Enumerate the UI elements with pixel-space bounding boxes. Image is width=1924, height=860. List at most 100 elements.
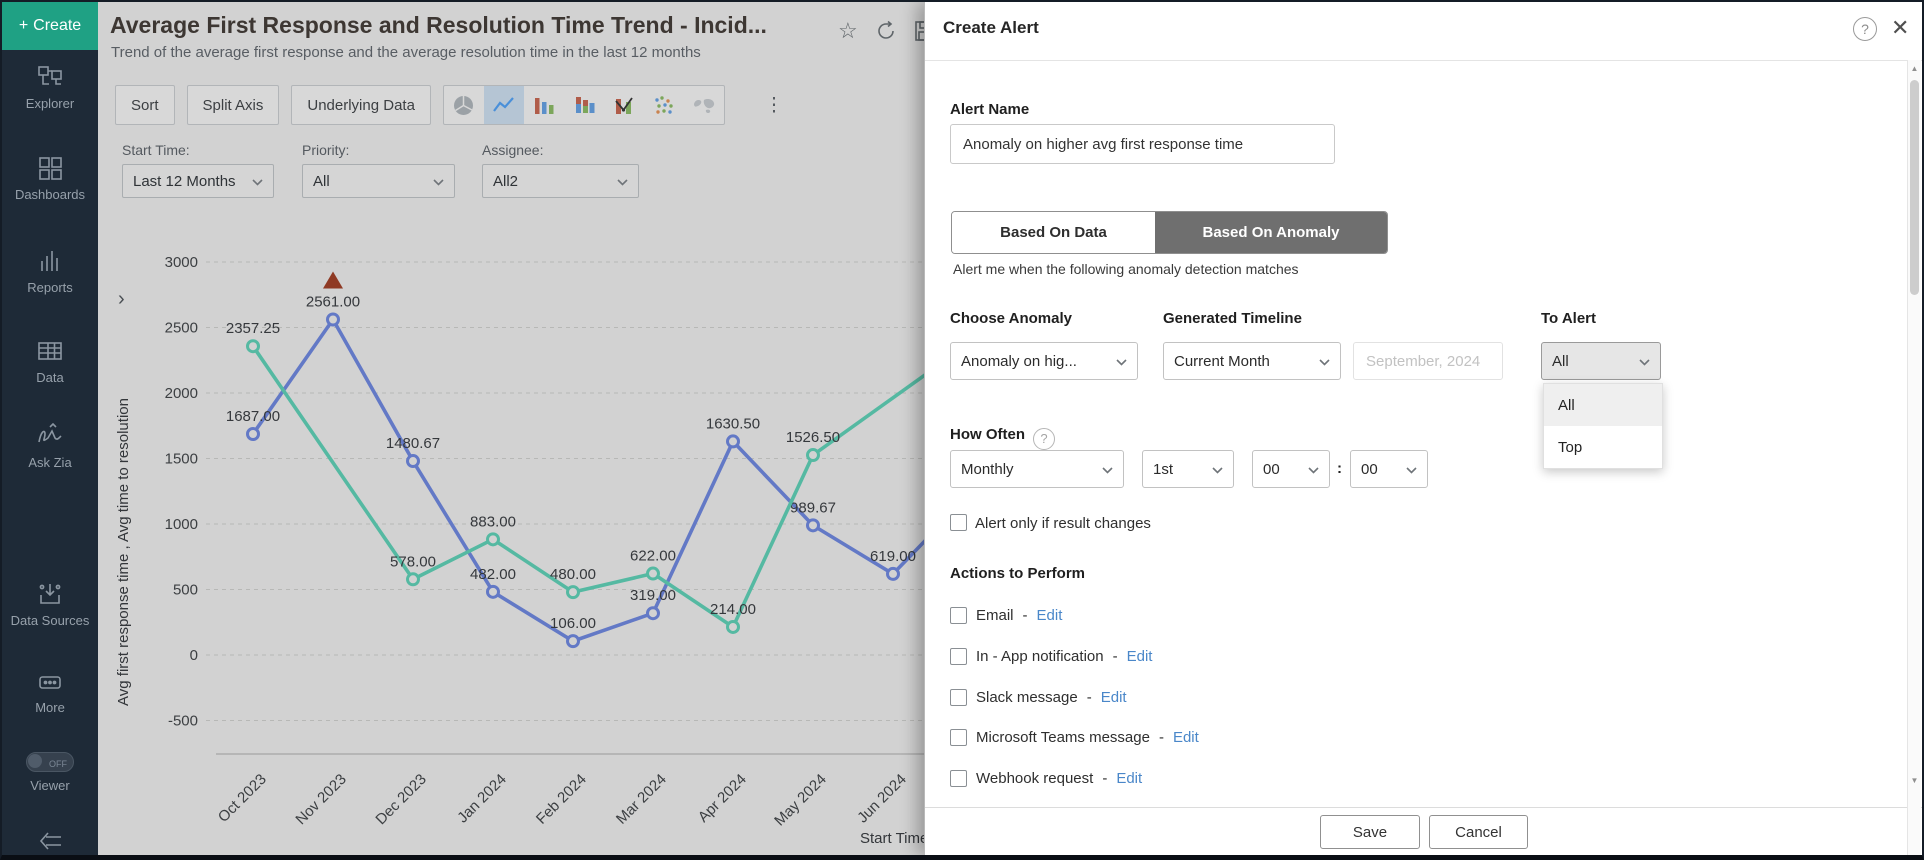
day-select[interactable]: 1st [1142, 450, 1234, 488]
svg-text:Dec 2023: Dec 2023 [372, 771, 429, 828]
chevron-down-icon [1116, 353, 1127, 370]
slack-edit-link[interactable]: Edit [1100, 689, 1127, 706]
action-separator: - [1086, 689, 1092, 706]
in-app-checkbox[interactable] [950, 648, 967, 665]
svg-text:214.00: 214.00 [710, 601, 756, 618]
favorite-star-icon[interactable]: ☆ [838, 18, 858, 43]
hour-select[interactable]: 00 [1252, 450, 1330, 488]
sort-button[interactable]: Sort [115, 85, 175, 125]
underlying-data-button[interactable]: Underlying Data [291, 85, 431, 125]
viewer-toggle-state: OFF [49, 759, 67, 769]
scrollbar-thumb[interactable] [1910, 80, 1919, 295]
svg-text:1000: 1000 [165, 516, 198, 533]
sidebar-item-ask-zia[interactable]: Ask Zia [2, 423, 98, 471]
sidebar-collapse[interactable] [2, 828, 98, 855]
email-edit-link[interactable]: Edit [1036, 607, 1063, 624]
chevron-down-icon [1102, 461, 1113, 478]
chart-type-stacked-bar-icon[interactable] [564, 86, 604, 124]
sidebar-item-dashboards[interactable]: Dashboards [2, 155, 98, 203]
svg-text:1500: 1500 [165, 451, 198, 468]
viewer-toggle[interactable]: OFF [26, 752, 74, 772]
sidebar: + Create Explorer Dashboards Reports Dat… [2, 2, 98, 855]
sidebar-item-label: Viewer [30, 778, 70, 793]
sidebar-item-data[interactable]: Data [2, 338, 98, 386]
teams-checkbox[interactable] [950, 729, 967, 746]
create-button[interactable]: + Create [2, 2, 98, 50]
action-separator: - [1112, 648, 1118, 665]
action-label: Slack message [976, 689, 1078, 706]
save-button[interactable]: Save [1320, 815, 1420, 849]
trend-line-chart[interactable]: -500 0 500 1000 1500 2000 2500 3000 Oct 2023 Nov … [98, 202, 1108, 855]
sidebar-item-label: Dashboards [14, 187, 86, 202]
minute-select[interactable]: 00 [1350, 450, 1428, 488]
chart-type-line-icon[interactable] [483, 86, 524, 124]
scroll-down-icon[interactable]: ▼ [1910, 776, 1919, 785]
priority-filter[interactable]: All [302, 164, 455, 198]
cancel-button[interactable]: Cancel [1429, 815, 1528, 849]
sidebar-item-data-sources[interactable]: Data Sources [2, 581, 98, 629]
assignee-filter[interactable]: All2 [482, 164, 639, 198]
sidebar-item-reports[interactable]: Reports [2, 248, 98, 296]
dropdown-option-top[interactable]: Top [1558, 438, 1583, 456]
sidebar-item-more[interactable]: More [2, 670, 98, 716]
chevron-down-icon [433, 173, 444, 190]
chart-type-bar-line-icon[interactable] [604, 86, 644, 124]
slack-checkbox[interactable] [950, 689, 967, 706]
svg-text:619.00: 619.00 [870, 548, 916, 565]
tab-based-on-data[interactable]: Based On Data [952, 212, 1155, 253]
svg-text:Feb 2024: Feb 2024 [533, 771, 590, 828]
start-time-filter[interactable]: Last 12 Months [122, 164, 274, 198]
svg-text:106.00: 106.00 [550, 615, 596, 632]
chart-type-pie-icon[interactable] [444, 86, 484, 124]
svg-text:2000: 2000 [165, 385, 198, 402]
reports-icon [41, 251, 58, 271]
choose-anomaly-select[interactable]: Anomaly on hig... [950, 342, 1138, 380]
minute-value: 00 [1361, 460, 1378, 478]
email-checkbox[interactable] [950, 607, 967, 624]
to-alert-select[interactable]: All [1541, 342, 1661, 380]
teams-edit-link[interactable]: Edit [1172, 729, 1199, 746]
alert-name-input[interactable] [950, 124, 1335, 164]
generated-timeline-select[interactable]: Current Month [1163, 342, 1341, 380]
dropdown-option-all[interactable]: All [1544, 384, 1662, 426]
anomaly-caption: Alert me when the following anomaly dete… [953, 261, 1299, 277]
axis-expand-icon[interactable]: › [118, 288, 125, 310]
svg-text:Nov 2023: Nov 2023 [292, 771, 349, 828]
day-value: 1st [1153, 460, 1174, 478]
action-label: Email [976, 607, 1014, 624]
sidebar-item-explorer[interactable]: Explorer [2, 64, 98, 112]
svg-text:0: 0 [190, 647, 198, 664]
page-title: Average First Response and Resolution Ti… [110, 12, 767, 38]
webhook-checkbox[interactable] [950, 770, 967, 787]
chart-type-bar-icon[interactable] [524, 86, 564, 124]
frequency-select[interactable]: Monthly [950, 450, 1124, 488]
toolbar-more-icon[interactable]: ⋮ [764, 94, 784, 116]
in-app-edit-link[interactable]: Edit [1126, 648, 1153, 665]
panel-scrollbar[interactable]: ▲ ▼ [1907, 60, 1921, 855]
close-icon[interactable]: ✕ [1891, 15, 1910, 40]
page-subtitle: Trend of the average first response and … [111, 44, 701, 61]
refresh-icon[interactable] [875, 20, 897, 42]
chart-type-map-icon[interactable] [684, 86, 724, 124]
panel-header: Create Alert ? ✕ [925, 2, 1922, 61]
chart-type-scatter-icon[interactable] [644, 86, 684, 124]
sidebar-item-label: Reports [27, 280, 73, 295]
how-often-help-icon[interactable]: ? [1033, 427, 1055, 450]
sidebar-item-label: Data Sources [10, 613, 90, 628]
svg-text:622.00: 622.00 [630, 548, 676, 565]
split-axis-button[interactable]: Split Axis [186, 85, 280, 125]
sidebar-item-viewer: OFF Viewer [2, 752, 98, 794]
frequency-value: Monthly [961, 460, 1014, 478]
filter-label-start-time: Start Time: [122, 142, 190, 158]
tab-based-on-anomaly[interactable]: Based On Anomaly [1155, 212, 1387, 253]
action-separator: - [1102, 770, 1108, 787]
help-icon[interactable]: ? [1853, 17, 1877, 41]
webhook-edit-link[interactable]: Edit [1116, 770, 1143, 787]
result-changes-checkbox[interactable] [950, 514, 967, 531]
collapse-arrow-icon [39, 832, 61, 850]
scroll-up-icon[interactable]: ▲ [1910, 64, 1919, 73]
ask-zia-icon [38, 423, 62, 443]
chevron-down-icon [252, 173, 263, 190]
svg-text:Jan 2024: Jan 2024 [454, 771, 510, 827]
